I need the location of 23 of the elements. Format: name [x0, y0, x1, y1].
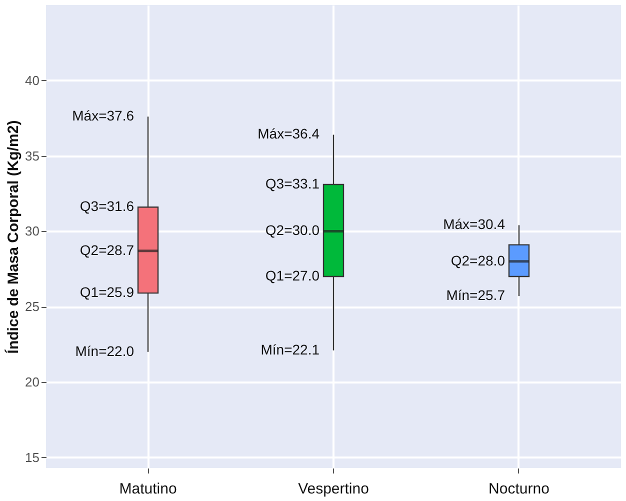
y-tick-label: 35 [25, 148, 40, 164]
annotation: Q2=28.0 [450, 252, 506, 268]
x-tick-label: Nocturno [488, 480, 550, 498]
annotation: Máx=37.6 [72, 108, 134, 124]
y-tick-label: 25 [25, 299, 40, 314]
annotation: Máx=30.4 [443, 216, 506, 232]
x-tick-label: Vespertino [298, 480, 369, 498]
x-tick-label: Matutino [119, 480, 177, 498]
annotation: Q1=27.0 [265, 267, 320, 284]
annotation: Mín=25.7 [446, 287, 506, 304]
annotation: Q3=33.1 [265, 175, 320, 192]
y-axis-title: Índice de Masa Corporal (Kg/m2) [4, 120, 22, 354]
annotation: Mín=22.1 [260, 341, 320, 358]
y-tick-label: 15 [25, 450, 40, 465]
y-tick-label: 30 [25, 224, 40, 239]
y-tick-label: 20 [25, 374, 40, 390]
y-tick-label: 40 [25, 72, 40, 88]
annotation: Q2=28.7 [80, 242, 134, 258]
annotation: Q2=30.0 [265, 222, 320, 238]
annotation: Máx=36.4 [258, 126, 320, 142]
annotation: Q1=25.9 [80, 284, 134, 300]
annotation: Q3=31.6 [80, 198, 134, 214]
annotation: Mín=22.0 [75, 342, 134, 359]
